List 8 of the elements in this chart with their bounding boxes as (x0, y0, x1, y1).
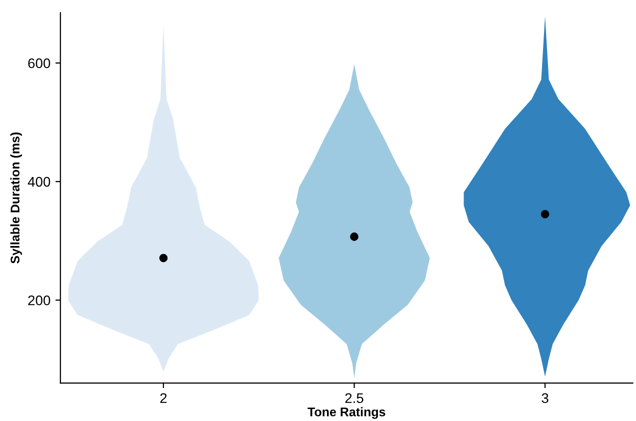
y-tick-label: 400 (28, 176, 50, 187)
y-axis-title: Syllable Duration (ms) (10, 132, 22, 264)
y-tick-label: 200 (28, 295, 50, 306)
x-tick-label: 2.5 (345, 393, 364, 404)
x-tick-label: 3 (542, 393, 548, 404)
x-tick-label: 2 (160, 393, 167, 403)
x-axis-title: Tone Ratings (308, 407, 386, 419)
y-tick-label: 600 (28, 58, 50, 68)
